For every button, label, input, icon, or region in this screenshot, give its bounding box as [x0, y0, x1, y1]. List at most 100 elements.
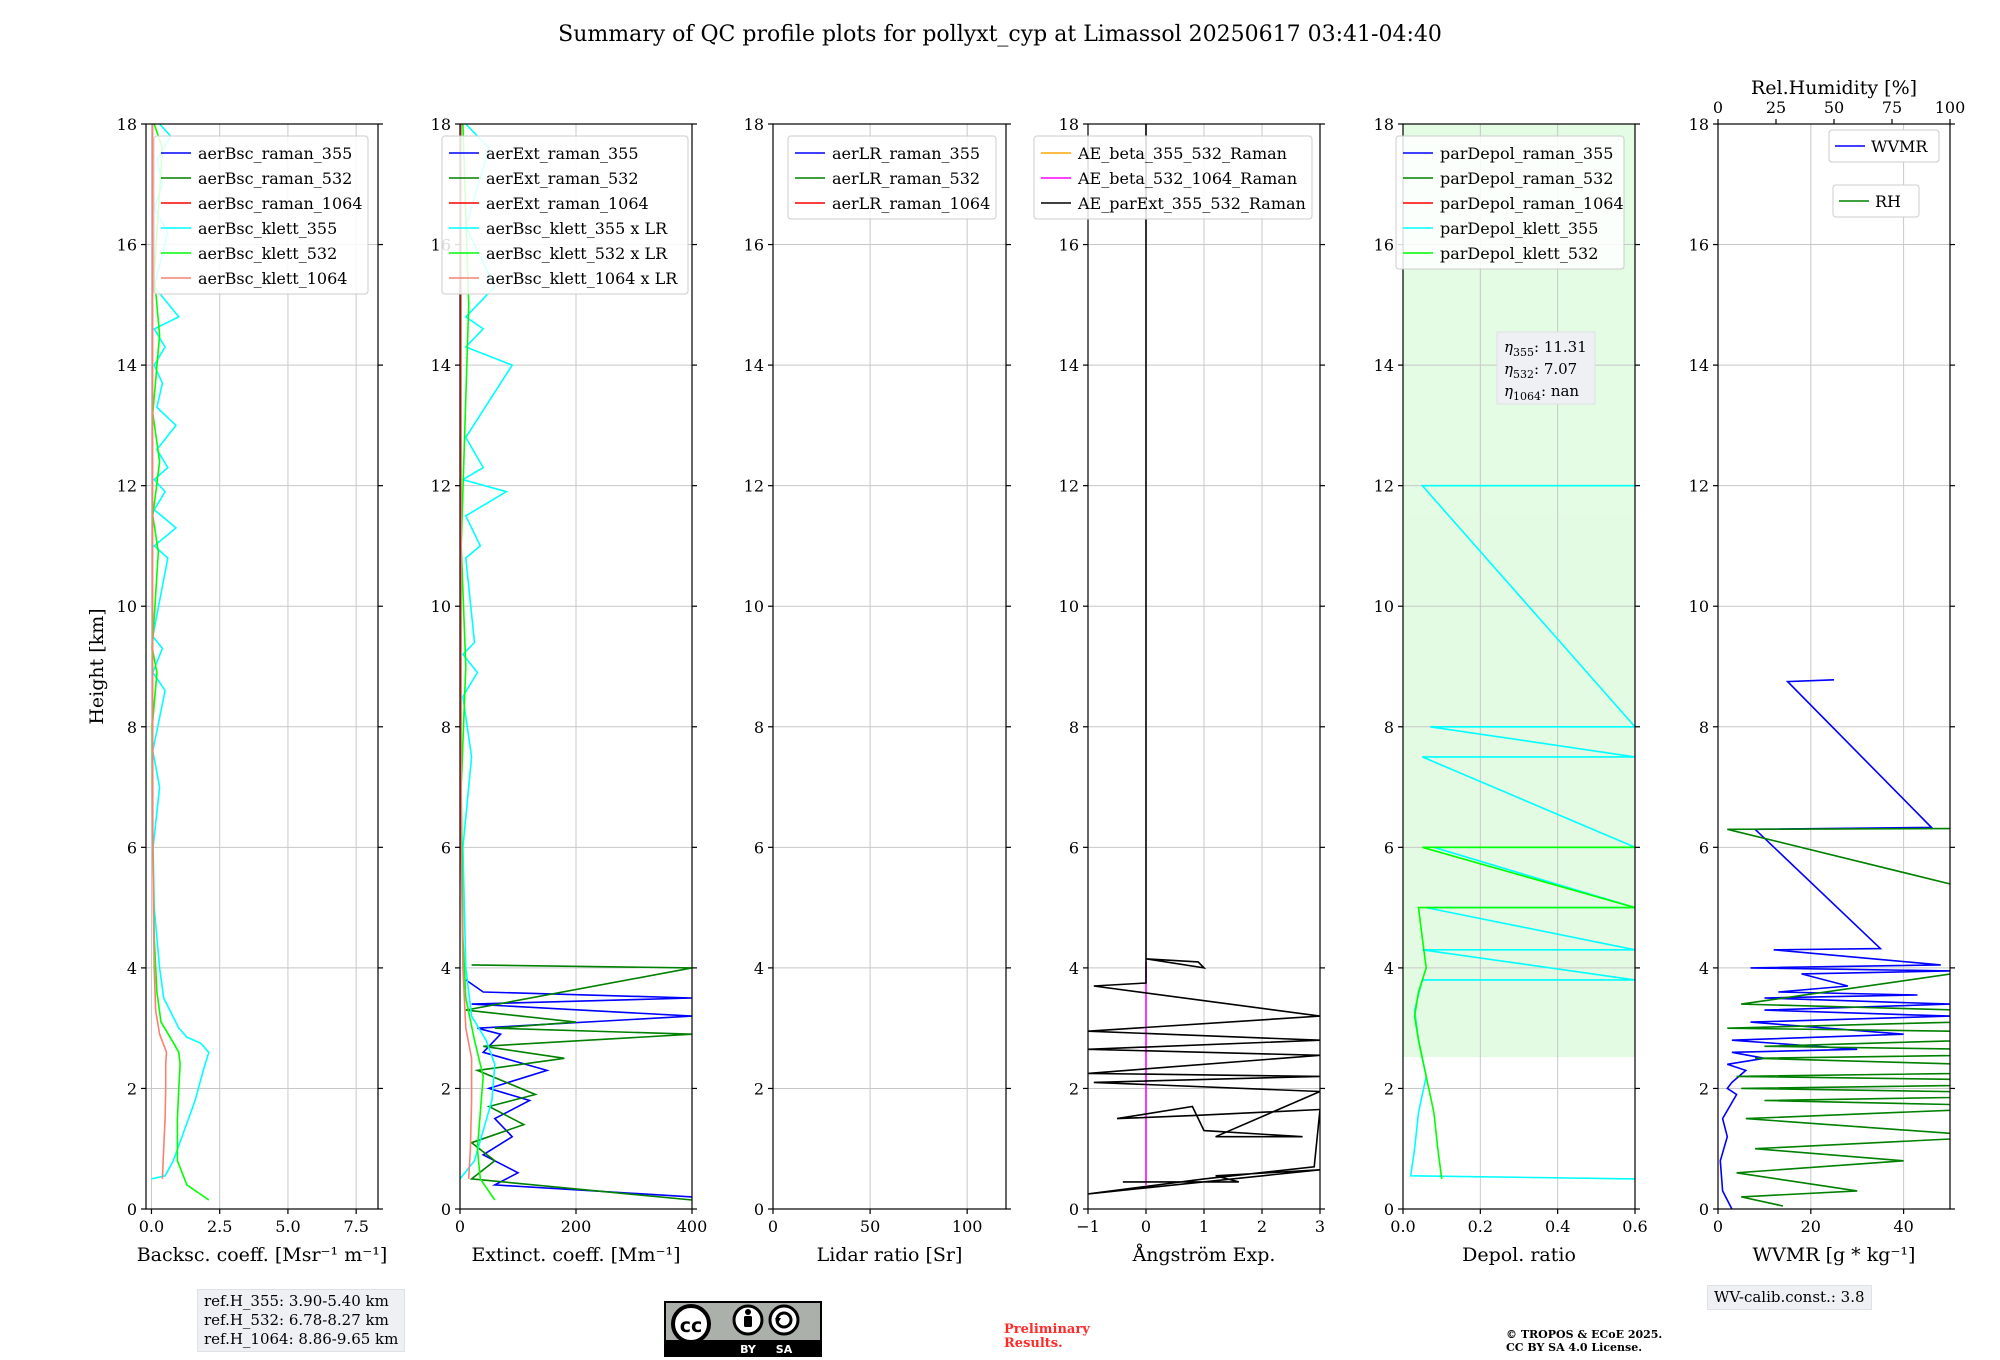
panel-6-y-tick-label: 0 — [1699, 1200, 1709, 1219]
panel-1-legend-label: aerBsc_klett_532 — [198, 244, 337, 263]
panel-4-x-tick-label: 2 — [1257, 1217, 1267, 1236]
panel-4-y-tick-label: 12 — [1059, 477, 1079, 496]
panel-2-legend-label: aerBsc_klett_1064 x LR — [486, 269, 678, 288]
panel-4-y-tick-label: 6 — [1069, 838, 1079, 857]
panel-2-x-tick-label: 0 — [455, 1217, 465, 1236]
panel-2-legend-label: aerBsc_klett_355 x LR — [486, 219, 668, 238]
panel-5-eta-1064-value: η1064: nan — [1504, 382, 1579, 403]
copyright-note: © TROPOS & ECoE 2025. CC BY SA 4.0 Licen… — [1506, 1328, 1662, 1354]
panel-4-legend-label: AE_beta_355_532_Raman — [1077, 144, 1287, 163]
panel-3-y-tick-label: 18 — [744, 115, 764, 134]
ref-height-532: ref.H_532: 6.78-8.27 km — [204, 1311, 389, 1329]
panel-6-top-x-tick-label: 75 — [1882, 98, 1902, 117]
panel-6-y-tick-label: 18 — [1689, 115, 1709, 134]
panel-5-x-tick-label: 0.2 — [1468, 1217, 1493, 1236]
panel-6-x-tick-label: 0 — [1713, 1217, 1723, 1236]
panel-1-x-tick-label: 0.0 — [139, 1217, 164, 1236]
panel-2-y-tick-label: 4 — [441, 959, 451, 978]
panel-5-eta-532-value: η532: 7.07 — [1504, 360, 1577, 381]
panel-5-series-pardepol-klett-355 — [1409, 484, 1635, 1180]
panel-5-y-tick-label: 16 — [1374, 236, 1394, 255]
panel-5-legend-label: parDepol_klett_532 — [1440, 244, 1598, 263]
panel-1-y-tick-label: 4 — [127, 959, 137, 978]
panel-1-legend-box — [153, 135, 369, 295]
reference-height-box: ref.H_355: 3.90-5.40 km ref.H_532: 6.78-… — [197, 1289, 406, 1352]
panel-4-y-tick-label: 8 — [1069, 718, 1079, 737]
panel-6-y-tick-label: 16 — [1689, 236, 1709, 255]
wv-calibration-text: WV-calib.const.: 3.8 — [1714, 1288, 1865, 1306]
panel-3-legend-box — [787, 135, 997, 220]
panel-3-y-tick-label: 6 — [754, 838, 764, 857]
panel-4-series-ae-parext-355-532-raman — [1088, 124, 1320, 1195]
panel-6-series-wvmr — [1719, 679, 1950, 1209]
panel-6-top-x-tick-label: 0 — [1713, 98, 1723, 117]
panel-5-legend-label: parDepol_raman_355 — [1440, 144, 1613, 163]
panel-1-legend-label: aerBsc_klett_355 — [198, 219, 337, 238]
panel-6-y-tick-label: 12 — [1689, 477, 1709, 496]
panel-6-legend-box — [1832, 184, 1920, 218]
panel-5-legend-label: parDepol_klett_355 — [1440, 219, 1598, 238]
panel-4-legend-box — [1033, 135, 1313, 220]
panel-3-y-tick-label: 2 — [754, 1079, 764, 1098]
panel-4-y-tick-label: 2 — [1069, 1079, 1079, 1098]
share-alike-icon — [768, 1304, 800, 1336]
panel-5-eta-355-value: η355: 11.31 — [1504, 338, 1587, 359]
cc-sa-label: SA — [776, 1343, 793, 1356]
panel-5-frame — [1402, 123, 1636, 1210]
panel-1-x-tick-label: 5.0 — [275, 1217, 300, 1236]
panel-6-y-tick-label: 4 — [1699, 959, 1709, 978]
panel-4-y-tick-label: 10 — [1059, 597, 1079, 616]
panel-6-legend-label: RH — [1875, 192, 1901, 211]
panel-2-legend-label: aerBsc_klett_532 x LR — [486, 244, 668, 263]
panel-4-y-tick-label: 16 — [1059, 236, 1079, 255]
panel-5-y-tick-label: 14 — [1374, 356, 1394, 375]
panel-3-x-axis-label: Lidar ratio [Sr] — [817, 1244, 963, 1266]
panel-6-top-x-tick-label: 25 — [1766, 98, 1786, 117]
panel-3-legend-label: aerLR_raman_355 — [832, 144, 980, 163]
panel-5-y-tick-label: 0 — [1384, 1200, 1394, 1219]
panel-1-legend-label: aerBsc_raman_1064 — [198, 194, 363, 213]
panel-6-y-tick-label: 2 — [1699, 1079, 1709, 1098]
ref-height-1064: ref.H_1064: 8.86-9.65 km — [204, 1330, 399, 1348]
panel-2-y-tick-label: 18 — [431, 115, 451, 134]
panel-1-legend-label: aerBsc_raman_532 — [198, 169, 352, 188]
panel-4-x-tick-label: 0 — [1141, 1217, 1151, 1236]
panel-2-x-tick-label: 200 — [561, 1217, 592, 1236]
panel-6-legend-label: WVMR — [1871, 137, 1928, 156]
panel-4-x-tick-label: −1 — [1076, 1217, 1100, 1236]
panel-1-y-tick-label: 12 — [117, 477, 137, 496]
panel-4-legend-label: AE_parExt_355_532_Raman — [1077, 194, 1306, 213]
panel-1-frame — [145, 123, 379, 1210]
panel-2-y-tick-label: 10 — [431, 597, 451, 616]
panel-3-y-tick-label: 16 — [744, 236, 764, 255]
panel-3-x-tick-label: 0 — [768, 1217, 778, 1236]
cc-by-label: BY — [740, 1343, 757, 1356]
panel-5-legend-label: parDepol_raman_532 — [1440, 169, 1613, 188]
panel-1-y-tick-label: 14 — [117, 356, 137, 375]
panel-3-frame — [772, 123, 1007, 1210]
panel-2-series-aerbsc-klett-355-x-lr — [460, 124, 514, 1180]
panel-1-series-aerbsc-klett-1064 — [151, 124, 168, 1179]
panel-5-x-tick-label: 0.4 — [1545, 1217, 1570, 1236]
cc-icon — [671, 1304, 711, 1344]
panel-2-legend-label: aerExt_raman_355 — [486, 144, 639, 163]
panel-6-y-tick-label: 10 — [1689, 597, 1709, 616]
preliminary-results-note: Preliminary Results. — [1004, 1323, 1090, 1351]
panel-2-y-tick-label: 0 — [441, 1200, 451, 1219]
panel-4-y-tick-label: 0 — [1069, 1200, 1079, 1219]
panel-4-x-tick-label: 3 — [1315, 1217, 1325, 1236]
figure-title: Summary of QC profile plots for pollyxt_… — [558, 22, 1442, 47]
panel-2-legend-label: aerExt_raman_1064 — [486, 194, 649, 213]
panel-1-y-tick-label: 16 — [117, 236, 137, 255]
preliminary-line-1: Preliminary — [1004, 1322, 1090, 1337]
panel-5-x-tick-label: 0.6 — [1622, 1217, 1647, 1236]
panel-2-y-tick-label: 2 — [441, 1079, 451, 1098]
panel-2-y-tick-label: 12 — [431, 477, 451, 496]
panel-6-x-axis-label: WVMR [g * kg⁻¹] — [1753, 1244, 1916, 1266]
panel-2-x-axis-label: Extinct. coeff. [Mm⁻¹] — [471, 1244, 680, 1266]
panel-1-y-tick-label: 18 — [117, 115, 137, 134]
panel-3-y-tick-label: 8 — [754, 718, 764, 737]
panel-3-legend-label: aerLR_raman_1064 — [832, 194, 990, 213]
cc-by-sa-license-logo: cc BY SA — [664, 1301, 822, 1357]
